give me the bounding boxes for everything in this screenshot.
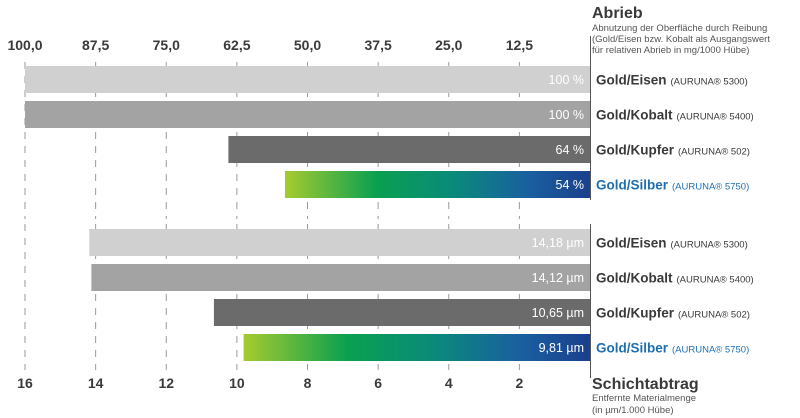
product-code: (AURUNA® 5400) [677,275,754,286]
abrieb-category-label: Gold/Silber (AURUNA® 5750) [596,178,749,193]
schichtabtrag-category-label: Gold/Kobalt (AURUNA® 5400) [596,271,754,286]
abrieb-bar [25,66,590,93]
category-name: Gold/Kupfer [596,143,675,158]
schichtabtrag-category-label: Gold/Eisen (AURUNA® 5300) [596,236,748,251]
schichtabtrag-tick-label: 4 [445,375,453,391]
product-code: (AURUNA® 502) [678,310,750,321]
abrieb-tick-label: 50,0 [294,37,321,53]
abrieb-subtitle-line-3: für relativen Abrieb in mg/1000 Hübe) [592,45,749,56]
abrieb-bar-value-label: 100 % [549,108,584,122]
schichtabtrag-tick-label: 12 [158,375,174,391]
abrieb-tick-label: 25,0 [435,37,462,53]
schichtabtrag-bar [89,229,591,256]
abrieb-bar-value-label: 54 % [556,178,585,192]
product-code: (AURUNA® 502) [678,147,750,158]
abrieb-bar-value-label: 64 % [556,143,585,157]
category-name: Gold/Eisen [596,73,667,88]
schichtabtrag-bar-value-label: 14,12 µm [532,271,584,285]
category-name: Gold/Kobalt [596,271,673,286]
abrieb-category-label: Gold/Kupfer (AURUNA® 502) [596,143,750,158]
abrieb-tick-label: 100,0 [7,37,42,53]
abrieb-tick-label: 37,5 [365,37,392,53]
abrieb-bar [25,101,590,128]
product-code: (AURUNA® 5300) [671,240,748,251]
abrieb-bar-value-label: 100 % [549,73,584,87]
abrieb-tick-label: 87,5 [82,37,109,53]
abrieb-title: Abrieb [592,5,643,22]
schichtabtrag-bar [91,264,590,291]
category-name: Gold/Eisen [596,236,667,251]
schichtabtrag-bar [213,299,590,326]
schichtabtrag-bar-value-label: 10,65 µm [532,306,584,320]
schichtabtrag-bar-value-label: 9,81 µm [539,341,584,355]
abrieb-tick-label: 75,0 [153,37,180,53]
schichtabtrag-bar-value-label: 14,18 µm [532,236,584,250]
abrieb-bar [228,136,590,163]
schichtabtrag-tick-label: 10 [229,375,245,391]
product-code: (AURUNA® 5750) [672,345,749,356]
schichtabtrag-subtitle-line-1: Entfernte Materialmenge [592,393,696,404]
abrieb-category-label: Gold/Kobalt (AURUNA® 5400) [596,108,754,123]
abrieb-bar [284,171,590,198]
schichtabtrag-tick-label: 14 [88,375,104,391]
schichtabtrag-title: Schichtabtrag [592,376,699,393]
category-name: Gold/Kupfer [596,306,675,321]
product-code: (AURUNA® 5400) [677,112,754,123]
schichtabtrag-tick-label: 2 [515,375,523,391]
abrieb-tick-label: 62,5 [223,37,250,53]
category-name: Gold/Kobalt [596,108,673,123]
schichtabtrag-bar [243,334,590,361]
abrieb-subtitle-line-2: (Gold/Eisen bzw. Kobalt als Ausgangswert [592,34,770,45]
schichtabtrag-category-label: Gold/Silber (AURUNA® 5750) [596,341,749,356]
schichtabtrag-tick-label: 8 [304,375,312,391]
abrieb-category-label: Gold/Eisen (AURUNA® 5300) [596,73,748,88]
abrieb-tick-label: 12,5 [506,37,533,53]
schichtabtrag-tick-label: 6 [374,375,382,391]
category-name: Gold/Silber [596,178,669,193]
product-code: (AURUNA® 5750) [672,182,749,193]
schichtabtrag-category-label: Gold/Kupfer (AURUNA® 502) [596,306,750,321]
schichtabtrag-subtitle-line-2: (in µm/1.000 Hübe) [592,405,674,416]
product-code: (AURUNA® 5300) [671,77,748,88]
category-name: Gold/Silber [596,341,669,356]
bars-layer: 100 % Gold/Eisen (AURUNA® 5300) 100 % Gold/K… [25,66,754,361]
abrieb-subtitle-line-1: Abnutzung der Oberfläche durch Reibung [592,23,767,34]
schichtabtrag-tick-label: 16 [17,375,33,391]
axis-layer: 100,0 87,5 75,0 62,5 50,0 37,5 25,0 12,5 16 14 12 1… [7,36,591,391]
